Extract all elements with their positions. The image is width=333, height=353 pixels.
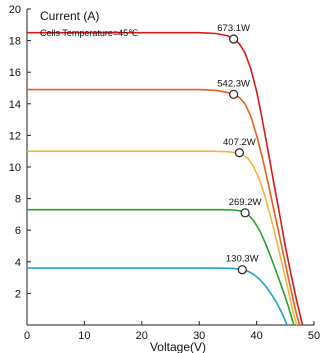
x-tick-label: 10 — [78, 330, 90, 342]
y-tick-label: 2 — [15, 288, 21, 300]
y-tick-label: 8 — [15, 194, 21, 206]
series-line-3 — [27, 150, 298, 326]
series-line-5 — [27, 267, 288, 326]
y-tick-label: 16 — [9, 67, 21, 79]
x-tick-label: 20 — [136, 330, 148, 342]
mpp-marker-1 — [229, 34, 239, 44]
series-line-1 — [27, 31, 304, 326]
series-layer — [27, 31, 304, 326]
power-label-4: 269.2W — [229, 197, 262, 208]
x-tick-label: 40 — [250, 330, 262, 342]
series-line-2 — [27, 88, 301, 326]
mpp-marker-3 — [234, 148, 244, 158]
mpp-markers — [229, 34, 250, 275]
y-tick-label: 10 — [9, 162, 21, 174]
x-tick-label: 50 — [308, 330, 320, 342]
x-tick-label: 0 — [24, 330, 30, 342]
power-label-2: 542.3W — [217, 78, 250, 89]
mpp-marker-5 — [237, 265, 247, 275]
axes: 2 4 6 8 10 12 14 16 18 20 0 10 20 30 40 50 — [9, 4, 320, 342]
power-labels: 673.1W 542.3W 407.2W 269.2W 130.3W — [217, 23, 261, 265]
y-axis-title: Current (A) — [40, 9, 99, 23]
y-tick-label: 6 — [15, 225, 21, 237]
power-label-1: 673.1W — [217, 23, 250, 34]
x-axis-title: Voltage(V) — [150, 340, 206, 353]
x-tick-label: 30 — [193, 330, 205, 342]
y-tick-label: 4 — [15, 257, 21, 269]
power-label-5: 130.3W — [226, 254, 259, 265]
mpp-marker-4 — [240, 208, 250, 218]
power-label-3: 407.2W — [223, 137, 256, 148]
chart-annotation: Cells Temperature=45℃ — [40, 28, 138, 38]
series-line-4 — [27, 208, 295, 326]
y-tick-label: 12 — [9, 130, 21, 142]
y-tick-label: 14 — [9, 99, 21, 111]
mpp-marker-2 — [229, 89, 239, 99]
y-tick-label: 20 — [9, 4, 21, 16]
y-tick-label: 18 — [9, 36, 21, 48]
